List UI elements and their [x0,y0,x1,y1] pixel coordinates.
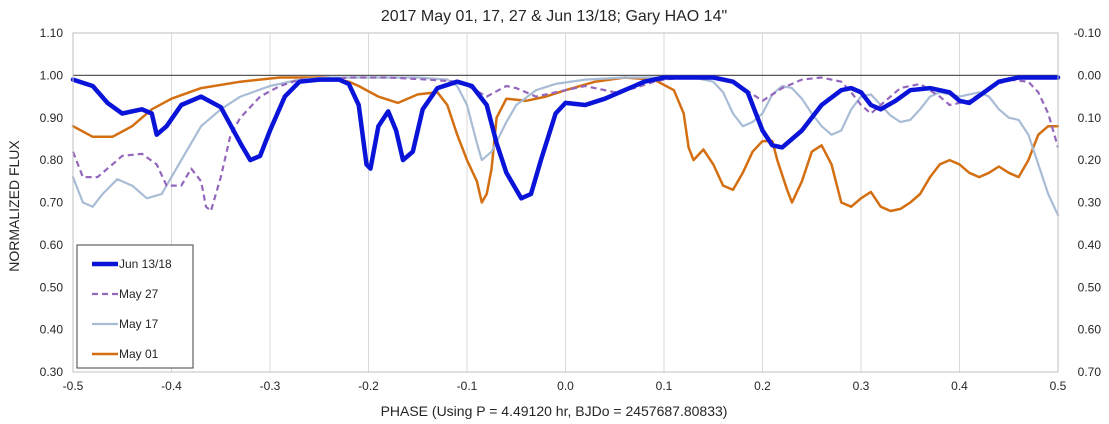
legend: Jun 13/18 May 27 May 17 May 01 [76,244,194,369]
y2-tick-label: 0.30 [1078,196,1102,210]
y2-tick-label: -0.10 [1074,26,1102,40]
y2-axis-ticks: 0.70 0.60 0.50 0.40 0.30 0.20 0.10 0.00 -0.10 [1074,26,1102,379]
x-tick-label: 0.3 [853,379,870,393]
legend-label: Jun 13/18 [119,257,172,271]
series-line-jun-13-18 [70,75,1061,201]
series-line-may-01 [71,76,1060,213]
y-tick-label: 0.40 [40,323,64,337]
x-tick-label: 0.5 [1050,379,1067,393]
x-tick-label: -0.4 [161,379,182,393]
series-lines [70,75,1061,217]
y-tick-label: 0.50 [40,280,64,294]
y-tick-label: 1.10 [40,26,64,40]
y-tick-label: 1.00 [40,68,64,82]
y2-tick-label: 0.20 [1078,153,1102,167]
x-tick-label: -0.3 [260,379,281,393]
y2-tick-label: 0.60 [1078,323,1102,337]
x-tick-label: -0.5 [63,379,84,393]
y-axis-ticks: 0.30 0.40 0.50 0.60 0.70 0.80 0.90 1.00 1.10 [40,26,64,379]
y2-tick-label: 0.00 [1078,68,1102,82]
y2-tick-label: 0.50 [1078,280,1102,294]
y-tick-label: 0.70 [40,196,64,210]
chart-title: 2017 May 01, 17, 27 & Jun 13/18; Gary HA… [381,8,727,25]
series-line-may-27 [71,76,1060,213]
plot-area-border [72,32,1059,373]
legend-label: May 27 [119,287,159,301]
x-axis-title: PHASE (Using P = 4.49120 hr, BJDo = 2457… [381,403,728,419]
y2-tick-label: 0.40 [1078,238,1102,252]
y-tick-label: 0.90 [40,111,64,125]
x-tick-label: 0.1 [656,379,673,393]
x-tick-label: 0.0 [557,379,574,393]
x-tick-label: -0.2 [358,379,379,393]
legend-label: May 17 [119,317,159,331]
y2-tick-label: 0.10 [1078,111,1102,125]
y-tick-label: 0.80 [40,153,64,167]
y-axis-title: NORMALIZED FLUX [6,140,22,272]
y-tick-label: 0.60 [40,238,64,252]
x-axis-ticks: -0.5 -0.4 -0.3 -0.2 -0.1 0.0 0.1 0.2 0.3 0.4 0.5 [63,379,1067,393]
y-tick-label: 0.30 [40,365,64,379]
y2-tick-label: 0.70 [1078,365,1102,379]
x-tick-label: -0.1 [457,379,478,393]
gridlines [73,33,1058,372]
x-tick-label: 0.2 [754,379,771,393]
legend-label: May 01 [119,347,159,361]
x-tick-label: 0.4 [951,379,968,393]
